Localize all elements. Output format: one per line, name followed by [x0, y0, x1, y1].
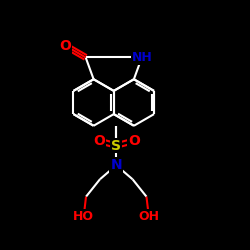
Text: O: O: [93, 134, 105, 148]
Text: HO: HO: [73, 210, 94, 223]
Text: N: N: [110, 158, 122, 172]
Text: O: O: [128, 134, 140, 148]
Text: NH: NH: [132, 51, 152, 64]
Text: S: S: [111, 138, 121, 152]
Text: OH: OH: [138, 210, 159, 223]
Text: O: O: [60, 39, 72, 53]
